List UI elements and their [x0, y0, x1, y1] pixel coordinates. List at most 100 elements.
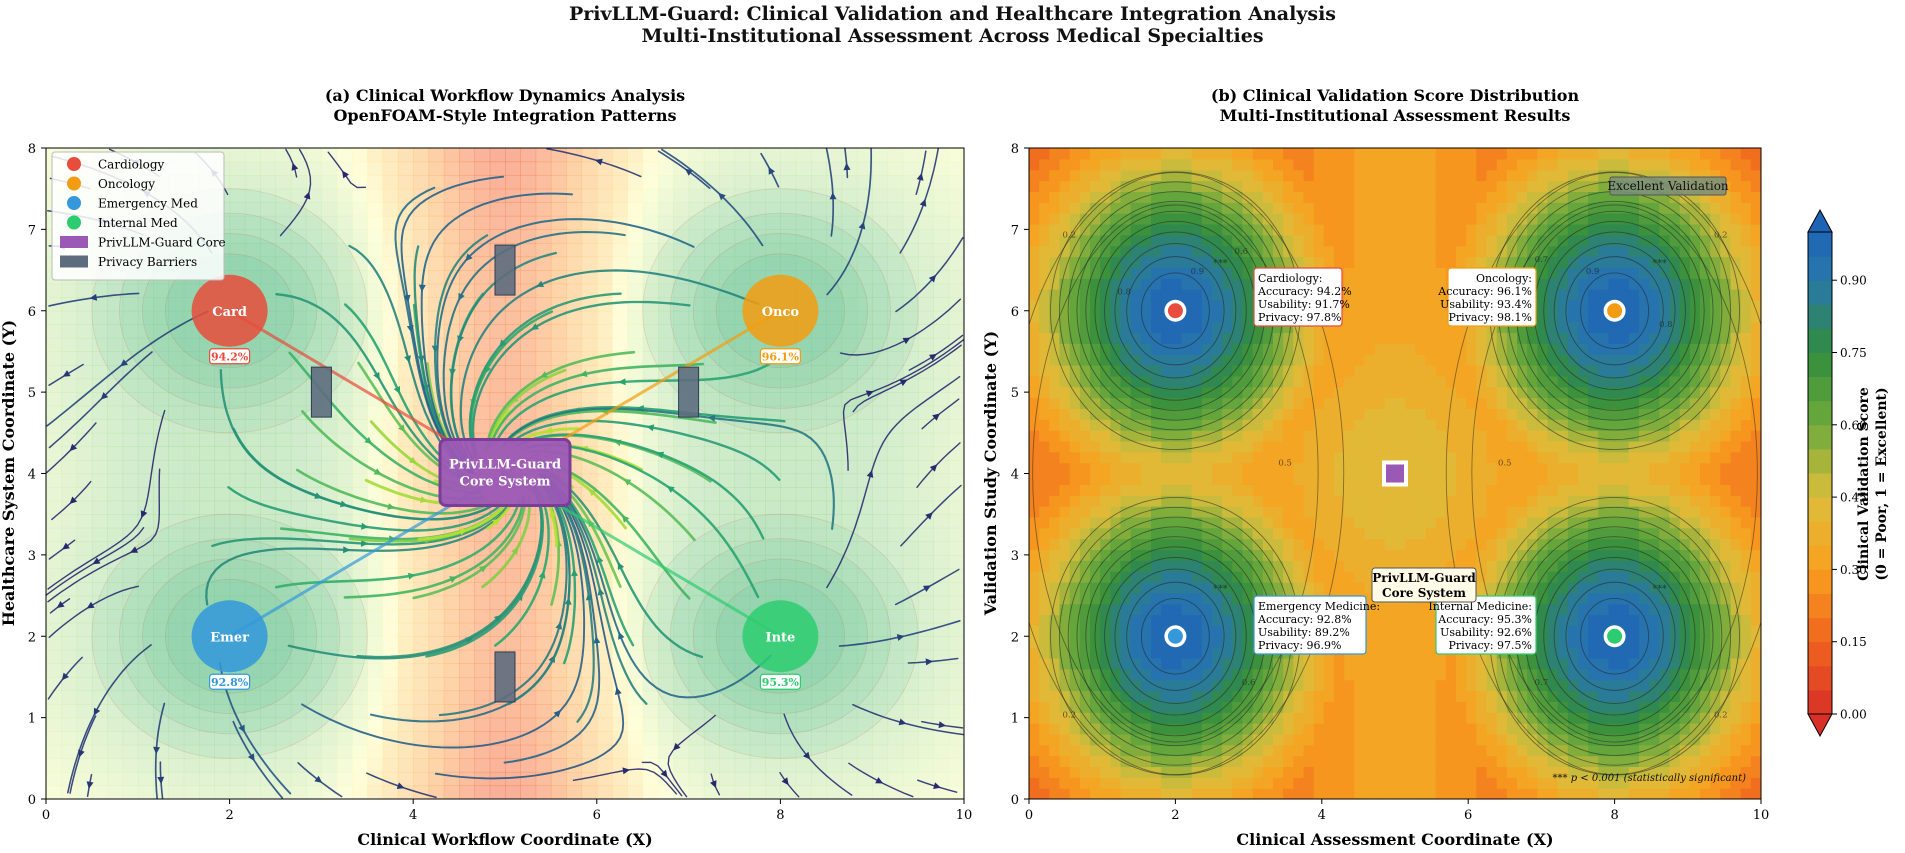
- background-cell: [535, 622, 552, 637]
- background-cell: [826, 676, 843, 692]
- background-cell: [658, 582, 674, 597]
- background-cell: [902, 500, 919, 515]
- heatmap-cell: [1079, 365, 1091, 377]
- background-cell: [658, 351, 674, 366]
- specialty-node[interactable]: [191, 600, 268, 673]
- background-cell: [719, 188, 736, 203]
- heatmap-cell: [1232, 332, 1244, 344]
- streamline-arrow: [545, 427, 553, 434]
- background-cell: [596, 663, 613, 678]
- heatmap-cell: [1181, 202, 1193, 214]
- streamline-arrow: [858, 221, 866, 230]
- heatmap-cell: [1120, 180, 1132, 192]
- background-cell: [336, 582, 353, 597]
- heatmap-cell: [1120, 332, 1132, 344]
- heatmap-cell: [1069, 365, 1081, 377]
- streamline-arrow: [130, 546, 139, 553]
- background-cell: [275, 459, 292, 475]
- background-cell: [137, 459, 154, 475]
- background-cell: [352, 256, 368, 271]
- heatmap-cell: [1313, 419, 1325, 431]
- background-cell: [428, 690, 445, 705]
- background-cell: [826, 758, 843, 773]
- heatmap-cell: [1232, 755, 1244, 768]
- background-cell: [520, 351, 537, 366]
- background-cell: [856, 622, 873, 637]
- heatmap-cell: [1222, 657, 1233, 670]
- background-cell: [168, 324, 185, 339]
- background-cell: [459, 609, 475, 624]
- background-cell: [841, 785, 858, 799]
- heatmap-cell: [1273, 473, 1284, 485]
- background-cell: [290, 256, 307, 271]
- background-cell: [902, 229, 919, 244]
- background-cell: [642, 459, 659, 475]
- heatmap-cell: [1059, 440, 1071, 453]
- background-cell: [765, 568, 781, 583]
- panel-a-ytick-label: 7: [28, 223, 36, 238]
- background-cell: [749, 690, 766, 705]
- background-cell: [443, 541, 460, 556]
- background-cell: [428, 554, 445, 570]
- background-cell: [703, 365, 720, 380]
- background-cell: [168, 473, 185, 488]
- background-cell: [413, 148, 430, 163]
- heatmap-cell: [1140, 636, 1152, 648]
- core-system-box[interactable]: [438, 438, 572, 507]
- specialty-node[interactable]: [191, 274, 268, 347]
- heatmap-cell: [1069, 267, 1081, 279]
- heatmap-cell: [1273, 223, 1284, 236]
- heatmap-cell: [1303, 365, 1315, 377]
- heatmap-cell: [1161, 701, 1172, 713]
- background-cell: [137, 622, 154, 637]
- heatmap-cell: [1191, 647, 1203, 659]
- heatmap-cell: [1303, 169, 1315, 182]
- background-cell: [826, 704, 843, 719]
- background-cell: [688, 148, 705, 163]
- heatmap-cell: [1191, 148, 1203, 160]
- background-cell: [107, 419, 124, 434]
- heatmap-cell: [1293, 397, 1305, 409]
- background-cell: [382, 663, 399, 678]
- specialty-node[interactable]: [742, 600, 819, 673]
- heatmap-cell: [1110, 332, 1122, 344]
- heatmap-cell: [1252, 527, 1264, 540]
- heatmap-cell: [1201, 158, 1213, 171]
- specialty-node[interactable]: [742, 274, 819, 347]
- heatmap-cell: [1049, 158, 1061, 171]
- background-cell: [902, 283, 919, 298]
- background-cell: [336, 676, 353, 692]
- background-cell: [642, 717, 659, 732]
- background-cell: [229, 731, 246, 746]
- background-cell: [61, 324, 78, 339]
- background-cell: [260, 365, 277, 380]
- background-cell: [183, 487, 200, 502]
- heatmap-cell: [1201, 289, 1213, 301]
- streamline-arrow: [768, 166, 775, 175]
- background-cell: [734, 717, 751, 732]
- streamline-arrow: [61, 672, 69, 681]
- heatmap-cell: [1313, 679, 1325, 692]
- heatmap-cell: [1059, 365, 1071, 377]
- background-cell: [918, 202, 934, 217]
- streamline-arrow: [361, 522, 369, 530]
- background-cell: [887, 432, 904, 447]
- heatmap-cell: [1201, 299, 1213, 312]
- streamline-arrow: [621, 515, 630, 523]
- background-cell: [260, 446, 277, 461]
- background-cell: [795, 392, 812, 407]
- background-cell: [612, 148, 628, 163]
- background-cell: [658, 337, 674, 353]
- background-cell: [658, 161, 674, 176]
- background-cell: [107, 731, 124, 746]
- background-cell: [933, 297, 950, 312]
- background-cell: [199, 758, 215, 773]
- heatmap-cell: [1212, 310, 1223, 323]
- background-cell: [244, 771, 261, 787]
- background-cell: [520, 270, 537, 285]
- heatmap-cell: [1232, 289, 1244, 301]
- heatmap-cell: [1232, 180, 1244, 192]
- background-cell: [168, 351, 185, 366]
- background-cell: [352, 744, 368, 759]
- background-cell: [428, 215, 445, 230]
